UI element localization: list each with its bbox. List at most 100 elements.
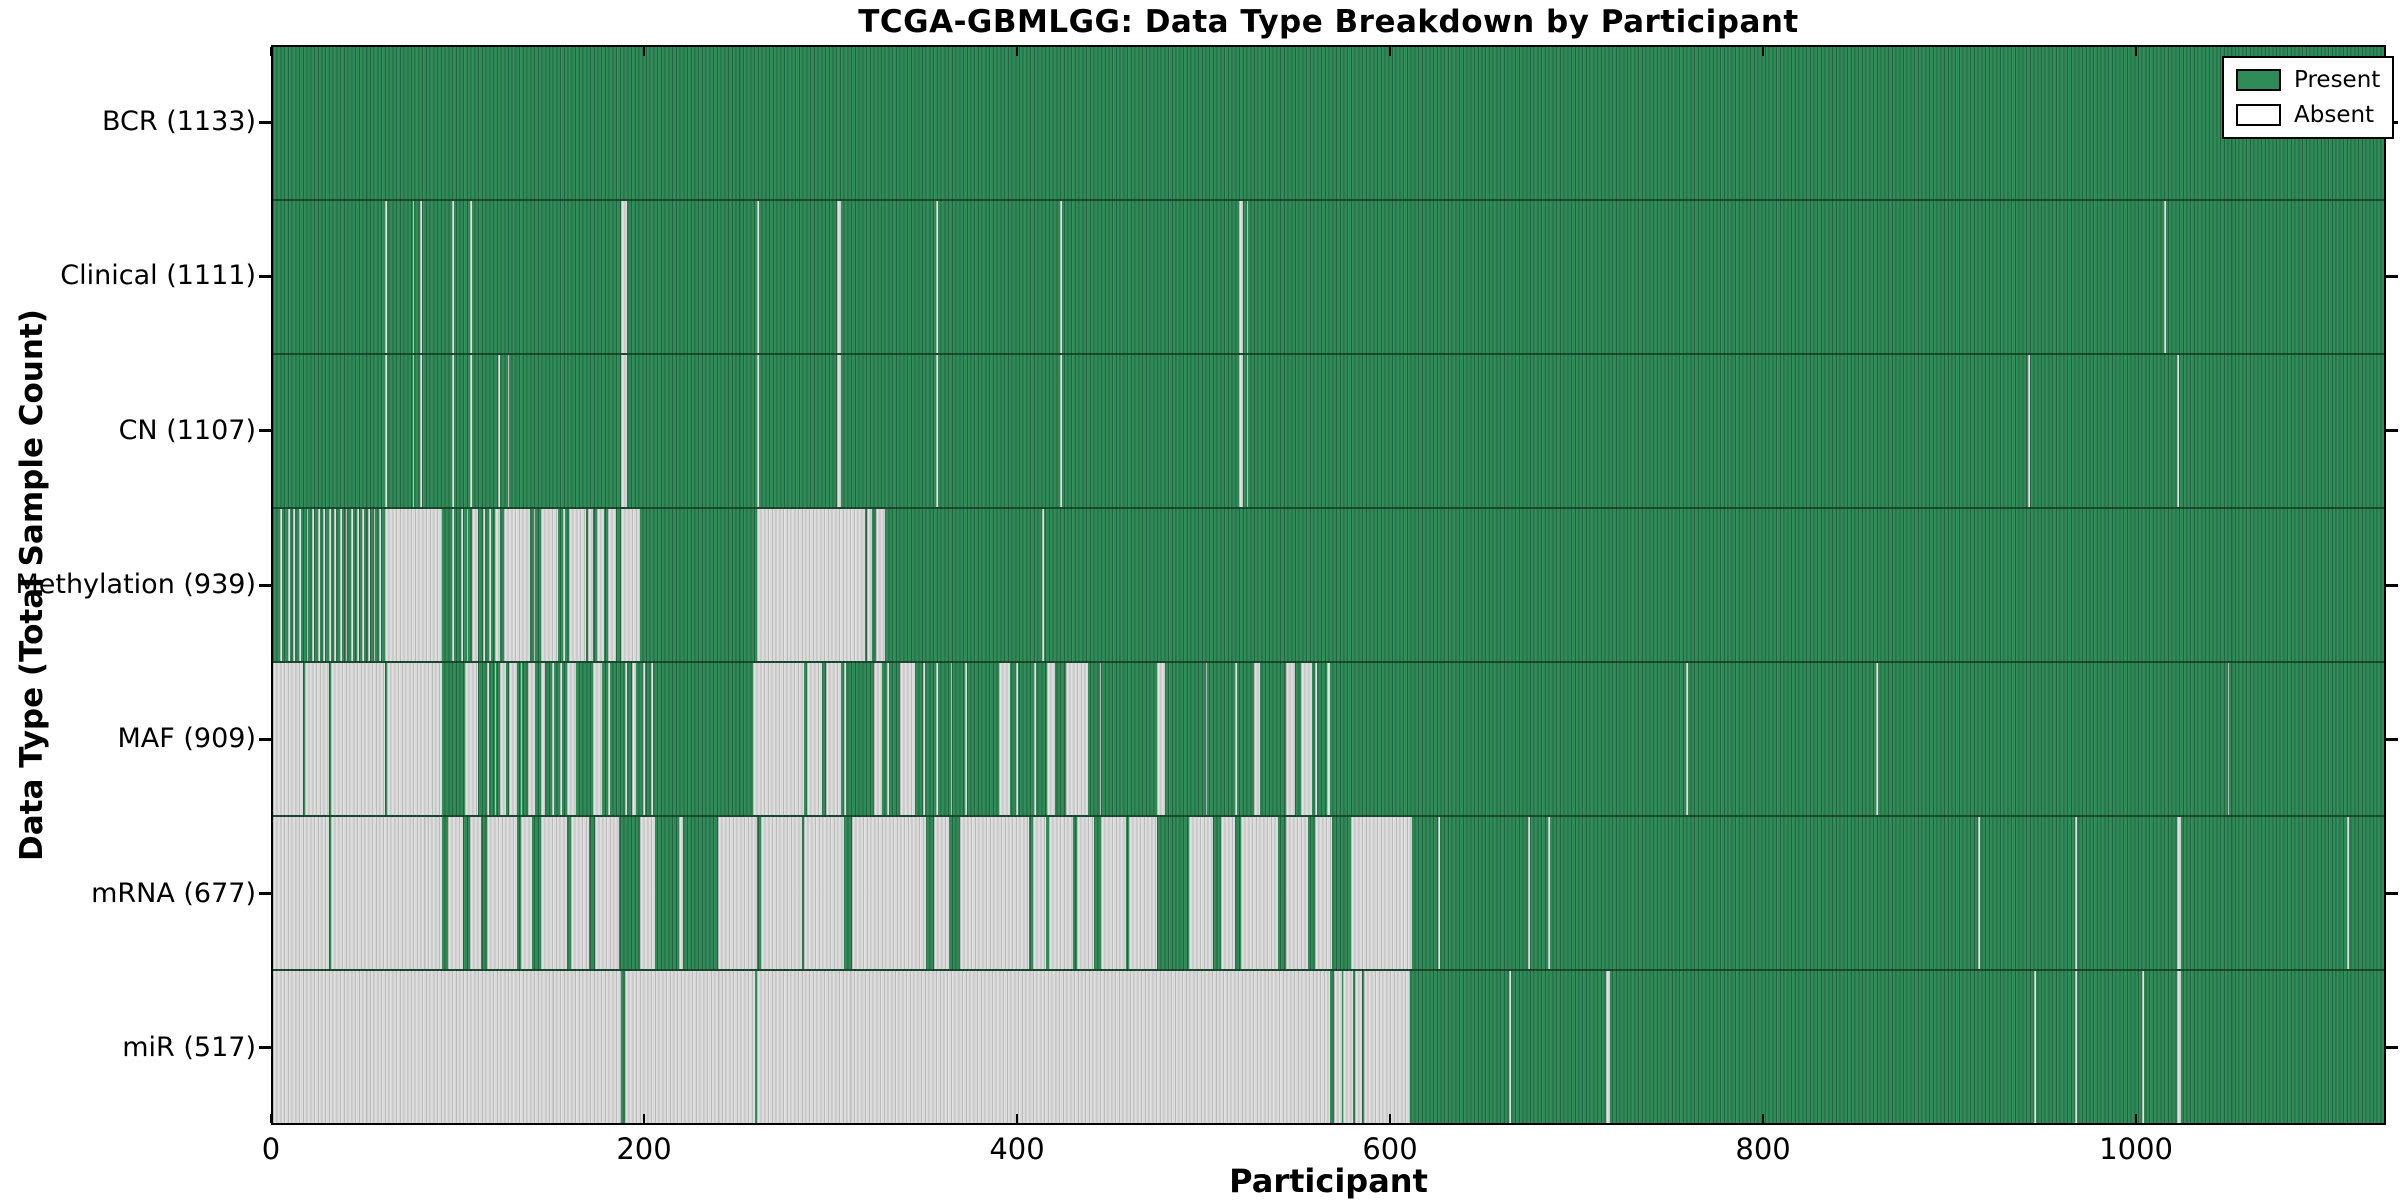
x-tick-mark: [1016, 47, 1019, 56]
absent-segment: [2227, 663, 2230, 815]
absent-segment: [608, 663, 610, 815]
absent-segment: [464, 663, 478, 815]
legend-entry-absent: Absent: [2236, 102, 2380, 128]
y-tick-mark: [259, 892, 271, 896]
absent-segment: [587, 509, 594, 661]
x-axis-tick-label: 800: [1735, 1132, 1791, 1166]
absent-segment: [593, 663, 603, 815]
absent-segment: [273, 971, 622, 1123]
absent-segment: [541, 509, 558, 661]
absent-segment: [760, 817, 802, 969]
y-tick-mark: [259, 1046, 271, 1050]
absent-segment: [1509, 971, 1511, 1123]
absent-segment: [451, 509, 454, 661]
absent-segment: [379, 509, 381, 661]
absent-segment: [1101, 817, 1126, 969]
x-tick-mark: [1389, 47, 1392, 56]
legend-label: Present: [2294, 67, 2381, 93]
y-tick-mark: [259, 429, 271, 433]
absent-segment: [563, 509, 566, 661]
absent-segment: [367, 509, 370, 661]
absent-segment: [373, 509, 376, 661]
heatmap-row-maf: [273, 663, 2384, 817]
absent-segment: [1548, 817, 1551, 969]
absent-segment: [757, 509, 865, 661]
absent-segment: [494, 509, 501, 661]
absent-segment: [2141, 971, 2144, 1123]
absent-segment: [933, 817, 949, 969]
y-axis-tick-label: mRNA (677): [91, 877, 256, 909]
absent-segment: [328, 509, 331, 661]
absent-segment: [451, 355, 454, 507]
absent-segment: [1334, 971, 1342, 1123]
y-tick-mark: [259, 120, 271, 124]
absent-segment: [541, 663, 545, 815]
absent-segment: [643, 663, 646, 815]
absent-segment: [1060, 201, 1063, 353]
absent-segment: [1685, 663, 1688, 815]
y-axis-tick-label: BCR (1133): [101, 106, 256, 138]
x-tick-mark: [643, 47, 646, 56]
absent-segment: [488, 509, 491, 661]
absent-segment: [528, 663, 536, 815]
absent-segment: [1235, 663, 1238, 815]
absent-segment: [412, 355, 415, 507]
absent-segment: [2177, 971, 2182, 1123]
y-tick-mark: [259, 583, 271, 587]
absent-segment: [466, 509, 469, 661]
absent-segment: [757, 355, 759, 507]
absent-segment: [340, 509, 342, 661]
absent-segment: [837, 201, 841, 353]
absent-segment: [866, 509, 873, 661]
absent-segment: [509, 663, 517, 815]
absent-segment: [1034, 663, 1037, 815]
absent-segment: [950, 663, 953, 815]
legend-swatch-present: [2236, 69, 2281, 91]
y-axis-tick-label: Methylation (939): [15, 569, 256, 600]
absent-segment: [1066, 663, 1089, 815]
absent-segment: [999, 663, 1011, 815]
y-axis-tick-label: MAF (909): [117, 723, 256, 755]
absent-segment: [472, 509, 478, 661]
x-tick-mark: [1762, 1114, 1765, 1123]
absent-segment: [1188, 817, 1214, 969]
absent-segment: [1157, 663, 1165, 815]
absent-segment: [1315, 663, 1318, 815]
absent-segment: [624, 971, 756, 1123]
x-tick-mark: [270, 1114, 272, 1123]
chart-title: TCGA-GBMLGG: Data Type Breakdown by Part…: [858, 4, 1799, 40]
absent-segment: [1015, 663, 1018, 815]
x-tick-mark: [1016, 1114, 1019, 1123]
plot-area: [271, 45, 2386, 1125]
absent-segment: [2074, 817, 2077, 969]
absent-segment: [1205, 663, 1208, 815]
absent-segment: [935, 355, 938, 507]
absent-segment: [461, 509, 463, 661]
absent-segment: [596, 509, 605, 661]
absent-segment: [356, 509, 359, 661]
legend-box: Present Absent: [2222, 56, 2395, 139]
absent-segment: [621, 201, 627, 353]
x-axis-tick-label: 400: [989, 1132, 1045, 1166]
absent-segment: [330, 663, 385, 815]
absent-segment: [621, 509, 640, 661]
absent-segment: [1343, 971, 1353, 1123]
absent-segment: [470, 201, 473, 353]
absent-segment: [2164, 201, 2167, 353]
absent-segment: [1605, 971, 1610, 1123]
absent-segment: [345, 509, 348, 661]
absent-segment: [541, 817, 568, 969]
absent-segment: [447, 817, 463, 969]
absent-segment: [1077, 817, 1094, 969]
absent-segment: [494, 663, 497, 815]
absent-segment: [384, 355, 387, 507]
legend-swatch-absent: [2236, 104, 2281, 126]
absent-segment: [412, 201, 415, 353]
absent-segment: [362, 509, 365, 661]
absent-segment: [1354, 971, 1362, 1123]
absent-segment: [803, 817, 845, 969]
absent-segment: [621, 355, 627, 507]
absent-segment: [1978, 817, 1981, 969]
absent-segment: [1047, 663, 1055, 815]
